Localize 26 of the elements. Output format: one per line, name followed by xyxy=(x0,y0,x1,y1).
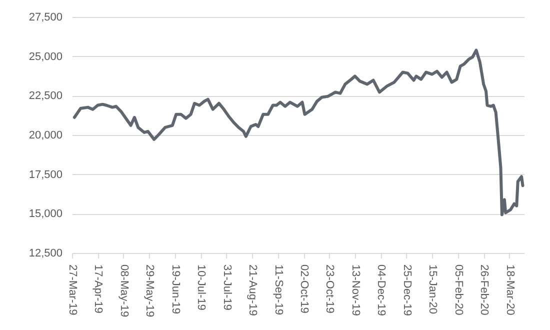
x-tick-label: 31-Jul-19 xyxy=(220,264,233,310)
y-tick-label: 15,000 xyxy=(28,208,62,220)
x-tick-label: 10-Jul-19 xyxy=(195,264,208,310)
y-tick-label: 27,500 xyxy=(28,12,62,24)
x-tick-label: 26-Feb-20 xyxy=(478,264,490,316)
y-tick-label: 20,000 xyxy=(28,130,62,142)
x-tick-label: 27-Mar-19 xyxy=(66,264,78,316)
x-tick-label: 15-Jan-20 xyxy=(426,264,439,314)
x-tick-label: 02-Oct-19 xyxy=(298,264,310,314)
x-tick-label: 11-Sep-19 xyxy=(272,264,284,316)
y-tick-label: 25,000 xyxy=(28,50,62,63)
x-tick-label: 18-Mar-20 xyxy=(504,264,516,316)
x-tick-label: 08-May-19 xyxy=(118,264,130,318)
y-tick-label: 12,500 xyxy=(28,248,62,260)
x-tick-label: 21-Aug-19 xyxy=(246,264,259,316)
x-tick-label: 19-Jun-19 xyxy=(169,264,182,314)
x-tick-label: 17-Apr-19 xyxy=(92,264,104,314)
y-tick-label: 22,500 xyxy=(28,90,62,102)
line-series xyxy=(72,48,524,216)
x-tick-label: 29-May-19 xyxy=(144,264,156,318)
x-tick-label: 23-Oct-19 xyxy=(324,264,336,314)
x-tick-label: 13-Nov-19 xyxy=(349,264,362,316)
y-tick-label: 17,500 xyxy=(28,168,62,181)
x-tick-label: 05-Feb-20 xyxy=(452,264,464,316)
x-tick-label: 25-Dec-19 xyxy=(400,264,413,316)
x-tick-label: 04-Dec-19 xyxy=(375,264,388,316)
